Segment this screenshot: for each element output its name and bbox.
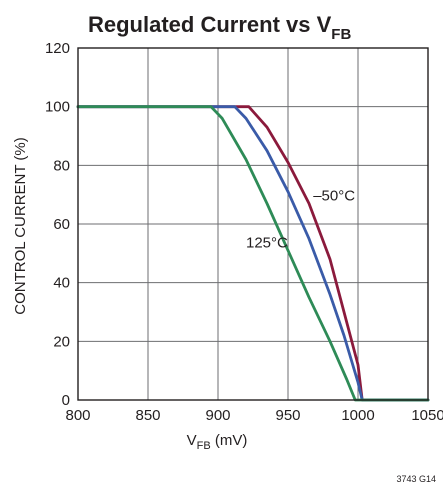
x-tick-label: 1000 (341, 407, 374, 424)
y-tick-labels: 0 20 40 60 80 100 120 (45, 40, 70, 409)
x-tick-labels: 800 850 900 950 1000 1050 (65, 407, 443, 424)
x-axis-label: VFB (mV) (187, 432, 248, 452)
x-tick-label: 900 (205, 407, 230, 424)
y-tick-label: 100 (45, 99, 70, 116)
series-line-3 (76, 105, 430, 402)
y-tick-label: 120 (45, 40, 70, 57)
y-tick-label: 60 (53, 216, 70, 233)
y-tick-label: 0 (62, 392, 70, 409)
series-lines (76, 105, 430, 402)
x-tick-label: 950 (275, 407, 300, 424)
y-axis-label: CONTROL CURRENT (%) (12, 137, 29, 315)
series-line-2 (76, 105, 430, 402)
x-tick-label: 1050 (411, 407, 443, 424)
plot-frame (77, 47, 429, 401)
series-line-1 (76, 105, 430, 402)
annotations: –50°C 125°C (246, 188, 355, 252)
figure-reference: 3743 G14 (396, 474, 436, 484)
series-annotation: 125°C (246, 234, 288, 251)
series-annotation: –50°C (313, 188, 355, 205)
chart-title: Regulated Current vs VFB (88, 12, 351, 43)
y-tick-label: 40 (53, 275, 70, 292)
y-tick-label: 80 (53, 157, 70, 174)
y-tick-label: 20 (53, 333, 70, 350)
x-tick-label: 850 (135, 407, 160, 424)
grid (78, 48, 428, 400)
x-tick-label: 800 (65, 407, 90, 424)
